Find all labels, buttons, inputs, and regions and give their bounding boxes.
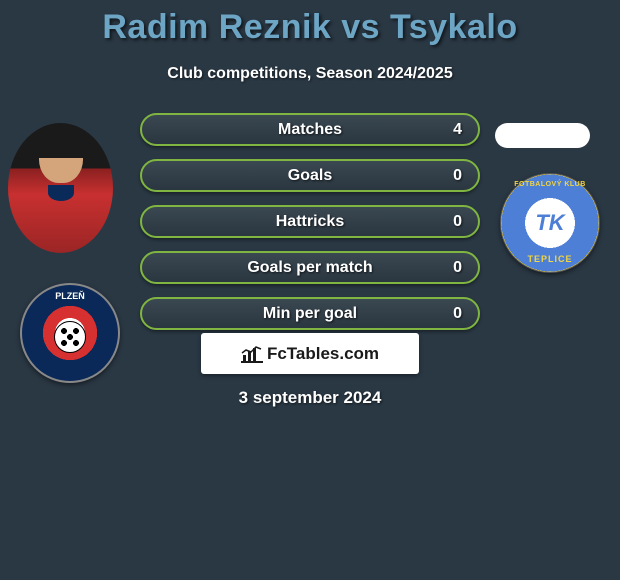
stat-value: 0 [453, 259, 462, 277]
stat-bar-min-per-goal: Min per goal 0 [140, 297, 480, 330]
stat-value: 0 [453, 213, 462, 231]
player1-shirt-detail [48, 185, 74, 201]
player1-avatar [8, 123, 113, 253]
player2-club-badge: FOTBALOVÝ KLUB [500, 173, 600, 273]
stat-value: 0 [453, 167, 462, 185]
stat-value: 0 [453, 305, 462, 323]
stat-label: Goals [142, 167, 478, 185]
stat-label: Goals per match [142, 259, 478, 277]
page-title: Radim Reznik vs Tsykalo [0, 0, 620, 47]
player2-club-top-text: FOTBALOVÝ KLUB [501, 181, 599, 188]
chart-icon [241, 345, 263, 363]
source-text: FcTables.com [267, 344, 379, 364]
footer-area: FcTables.com 3 september 2024 [0, 333, 620, 408]
stat-label: Matches [142, 121, 478, 139]
stat-bar-hattricks: Hattricks 0 [140, 205, 480, 238]
stat-value: 4 [453, 121, 462, 139]
stat-label: Min per goal [142, 305, 478, 323]
season-subtitle: Club competitions, Season 2024/2025 [0, 65, 620, 83]
date-text: 3 september 2024 [0, 388, 620, 408]
stat-label: Hattricks [142, 213, 478, 231]
player2-avatar-placeholder [495, 123, 590, 148]
stat-bar-goals: Goals 0 [140, 159, 480, 192]
source-badge[interactable]: FcTables.com [201, 333, 419, 374]
stat-bar-goals-per-match: Goals per match 0 [140, 251, 480, 284]
stat-bar-matches: Matches 4 [140, 113, 480, 146]
stats-container: Matches 4 Goals 0 Hattricks 0 Goals per … [140, 113, 480, 343]
